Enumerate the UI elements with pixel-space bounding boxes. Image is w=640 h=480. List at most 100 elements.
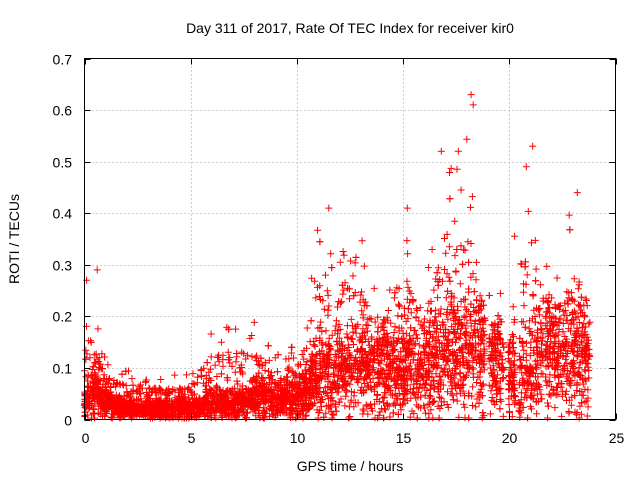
data-point (476, 292, 484, 300)
data-point (371, 400, 379, 408)
data-point (324, 395, 332, 403)
data-point (546, 378, 554, 385)
data-point (352, 329, 360, 337)
data-point (343, 330, 351, 338)
data-point (187, 387, 195, 395)
data-point (443, 401, 451, 408)
data-point (234, 380, 242, 388)
data-point (488, 330, 496, 338)
data-point (391, 323, 399, 331)
data-point (449, 391, 457, 399)
data-point (248, 353, 256, 361)
data-point (404, 283, 412, 291)
data-point (459, 354, 466, 362)
data-point (344, 284, 351, 292)
data-point (533, 410, 541, 418)
data-point (505, 339, 513, 347)
data-point (536, 311, 544, 319)
data-point (327, 250, 335, 258)
data-point (453, 165, 461, 173)
data-point (328, 414, 336, 422)
data-point (442, 294, 450, 302)
data-point (516, 355, 524, 363)
data-point (477, 385, 485, 393)
data-point (427, 406, 435, 414)
data-point (460, 400, 468, 408)
data-point (565, 408, 573, 416)
data-point (413, 334, 421, 342)
data-point (578, 399, 586, 407)
data-point (104, 361, 112, 369)
data-point (446, 169, 453, 176)
data-point (421, 315, 429, 323)
data-point (246, 334, 254, 342)
data-point (374, 313, 382, 321)
data-point (82, 355, 90, 363)
data-point (565, 211, 573, 219)
data-point (493, 371, 501, 379)
data-point (467, 240, 475, 247)
data-point (523, 271, 531, 279)
data-point (583, 412, 591, 420)
data-point (456, 280, 464, 288)
data-point (340, 286, 348, 294)
data-point (207, 330, 215, 338)
data-point (171, 371, 179, 379)
data-point (518, 318, 526, 326)
data-point (584, 403, 592, 411)
data-point (189, 370, 197, 378)
data-point (364, 410, 372, 418)
data-point (403, 237, 411, 245)
data-point (464, 368, 472, 376)
data-point (467, 322, 475, 330)
data-point (207, 353, 215, 361)
data-point (306, 338, 314, 346)
data-point (449, 396, 457, 404)
data-point (463, 336, 471, 344)
data-point (520, 288, 527, 296)
data-point (444, 388, 451, 396)
data-point (581, 398, 589, 406)
data-point (325, 334, 333, 342)
data-point (370, 284, 378, 292)
data-point (340, 251, 348, 259)
data-point (467, 203, 474, 211)
data-point (453, 397, 461, 405)
data-point (430, 286, 438, 294)
data-point (405, 287, 413, 295)
data-point (560, 311, 568, 319)
grid-layer (84, 58, 616, 420)
data-point (436, 393, 443, 401)
data-point (553, 274, 561, 282)
data-point (332, 322, 340, 330)
data-point (367, 401, 375, 409)
data-point (536, 281, 544, 289)
data-point (217, 338, 225, 346)
data-point (563, 288, 571, 296)
data-point (538, 326, 546, 333)
data-point (449, 367, 456, 375)
data-point (511, 349, 519, 357)
data-point (478, 327, 486, 335)
data-point (351, 289, 359, 296)
data-point (459, 260, 467, 268)
data-point (412, 305, 420, 313)
data-point (497, 397, 505, 405)
data-point (320, 305, 328, 313)
data-point (436, 310, 444, 318)
data-point (575, 302, 583, 310)
data-point (316, 238, 324, 246)
data-point (428, 246, 436, 253)
data-point (537, 319, 545, 327)
data-point (520, 302, 528, 310)
data-point (518, 362, 525, 370)
data-point (465, 258, 473, 266)
data-point (225, 325, 233, 333)
data-point (463, 135, 471, 143)
data-point (551, 404, 559, 412)
data-point (469, 402, 476, 409)
data-point (386, 286, 394, 294)
data-point (532, 265, 540, 273)
data-point (496, 289, 504, 297)
data-point (445, 243, 453, 251)
